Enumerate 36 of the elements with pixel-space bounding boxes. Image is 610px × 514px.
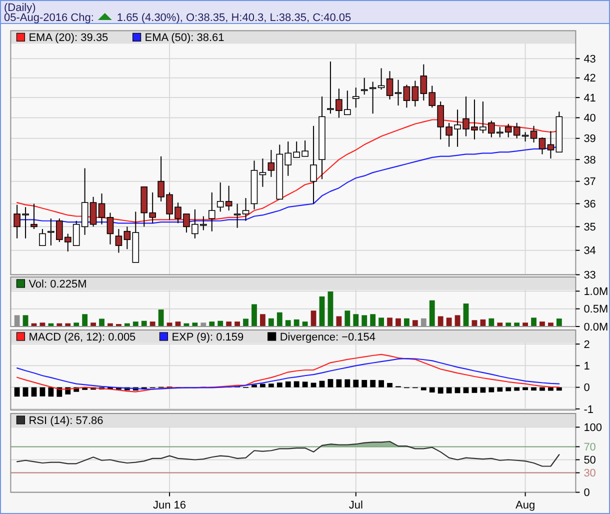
- y-tick-label: 50: [584, 454, 596, 467]
- y-tick-label: 0.5M: [584, 304, 608, 316]
- y-tick-label: 38: [584, 154, 596, 166]
- y-tick-label: 33: [584, 270, 596, 282]
- y-tick-label: 1.0M: [584, 286, 608, 298]
- y-tick-label: 100: [584, 422, 602, 434]
- legend-label: Divergence: −0.154: [280, 332, 376, 344]
- legend-label: EMA (50): 38.61: [144, 32, 224, 44]
- x-tick-label: Jun 16: [153, 499, 186, 512]
- y-tick-label: 0: [584, 382, 590, 394]
- y-tick-label: 30: [584, 468, 596, 480]
- y-tick-label: 2: [584, 338, 590, 351]
- y-tick-label: 36: [584, 198, 596, 211]
- y-tick-label: 40: [584, 112, 596, 125]
- chart-subtitle: 05-Aug-2016 Chg:: [4, 12, 94, 24]
- y-tick-label: 0: [584, 487, 590, 500]
- y-tick-label: 0.0M: [584, 321, 608, 334]
- y-tick-label: 35: [584, 222, 596, 234]
- legend-label: MACD (26, 12): 0.005: [28, 332, 136, 344]
- y-tick-label: 37: [584, 176, 596, 188]
- y-tick-label: 70: [584, 442, 596, 454]
- y-tick-label: 34: [584, 245, 596, 258]
- legend-label: EMA (20): 39.35: [28, 32, 108, 44]
- y-tick-label: 1: [584, 360, 590, 373]
- y-tick-label: -1: [584, 404, 594, 416]
- y-tick-label: 43: [584, 54, 596, 66]
- legend-label: EXP (9): 0.159: [172, 332, 244, 344]
- x-tick-label: Aug: [516, 499, 536, 512]
- y-tick-label: 41: [584, 92, 596, 104]
- chart-title: (Daily): [4, 2, 36, 14]
- x-tick-label: Jul: [348, 499, 363, 512]
- y-tick-label: 39: [584, 133, 596, 146]
- legend-label: Vol: 0.225M: [28, 278, 87, 290]
- legend-label: RSI (14): 57.86: [28, 415, 104, 427]
- text: 1.65 (4.30%), O:38.35, H:40.3, L:38.35, C:40.05: [116, 12, 352, 24]
- y-tick-label: 42: [584, 72, 596, 85]
